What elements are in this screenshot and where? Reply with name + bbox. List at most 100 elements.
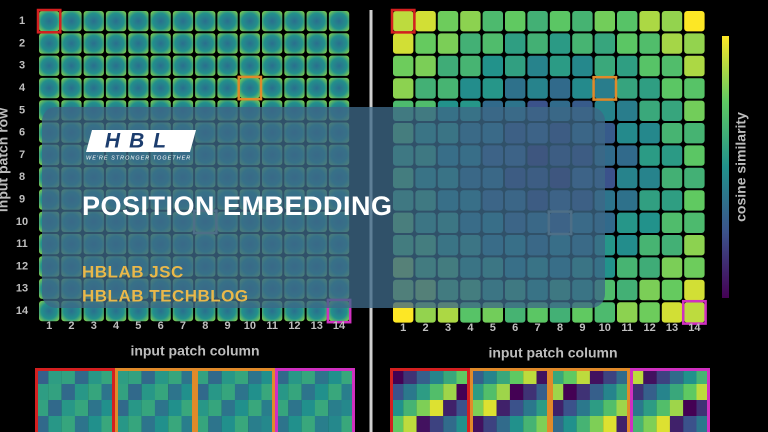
thumb-cell	[74, 368, 89, 385]
tile	[684, 235, 705, 256]
thumb-cell	[643, 400, 657, 417]
thumb-cell	[35, 384, 49, 401]
tile	[306, 33, 327, 54]
tile	[661, 212, 683, 233]
thumb-cell	[328, 400, 342, 417]
tile	[572, 78, 593, 99]
thumb-cell	[523, 384, 537, 401]
thumb-cell	[483, 368, 497, 385]
thumb-cell	[35, 400, 49, 417]
thumb-cell	[328, 368, 342, 385]
thumb-cell	[208, 384, 222, 401]
tile	[262, 11, 283, 32]
tile	[661, 167, 683, 189]
thumb-cell	[301, 416, 315, 432]
row-label: 13	[16, 283, 28, 295]
thumb-cell	[74, 400, 89, 417]
thumb-cell	[536, 400, 550, 417]
thumb-cell	[616, 384, 630, 401]
tile	[639, 302, 660, 323]
tile	[217, 55, 238, 76]
thumb-cell	[48, 368, 62, 385]
thumb-cell	[141, 400, 155, 417]
thumb-cell	[88, 368, 102, 385]
thumb-cell	[589, 400, 604, 417]
column-label: 7	[535, 322, 541, 334]
thumb-cell	[248, 368, 262, 385]
thumb-cell	[88, 384, 102, 401]
thumb-cell	[115, 400, 129, 417]
thumb-cell	[630, 400, 644, 417]
thumb-cell	[61, 384, 75, 401]
thumb-cell	[128, 416, 142, 432]
thumb-cell	[536, 384, 550, 401]
thumb-cell	[550, 368, 564, 385]
thumb-cell	[61, 400, 75, 417]
colorbar	[722, 36, 729, 298]
tile	[661, 100, 683, 121]
thumb-cell	[669, 368, 684, 385]
thumb-cell	[168, 416, 182, 432]
column-label: 4	[113, 320, 120, 332]
row-label: 1	[19, 15, 25, 27]
tile	[549, 33, 571, 54]
thumb-cell	[288, 384, 302, 401]
thumb-cell	[115, 368, 129, 385]
thumb-cell	[429, 384, 444, 401]
thumb-cell	[443, 368, 457, 385]
tile	[284, 77, 305, 99]
row-label: 6	[19, 127, 25, 139]
thumb-cell	[141, 416, 155, 432]
column-label: 3	[91, 320, 97, 332]
tile	[617, 55, 638, 77]
thumb-cell	[456, 384, 470, 401]
thumb-cell	[314, 384, 329, 401]
tile	[617, 123, 638, 144]
tile	[172, 33, 194, 54]
tile	[617, 190, 638, 211]
thumb-frame	[275, 368, 355, 432]
tile	[617, 212, 638, 233]
tile	[505, 55, 526, 77]
column-axis-label: input patch column	[488, 345, 617, 361]
tile	[684, 302, 705, 323]
tile	[684, 123, 705, 144]
tile	[527, 78, 548, 99]
tile	[639, 167, 660, 189]
tile	[527, 55, 548, 77]
thumb-cell	[483, 384, 497, 401]
column-label: 7	[180, 320, 186, 332]
tile	[39, 33, 60, 54]
row-label: 4	[19, 82, 26, 94]
thumb-cell	[181, 400, 195, 417]
tile	[639, 279, 660, 301]
thumb-cell	[496, 416, 510, 432]
thumb-frame	[550, 368, 630, 432]
tile	[505, 11, 526, 32]
thumb-cell	[683, 384, 697, 401]
thumb-cell	[429, 368, 444, 385]
thumb-cell	[683, 400, 697, 417]
thumb-cell	[576, 368, 590, 385]
thumb-cell	[509, 400, 524, 417]
thumb-cell	[301, 400, 315, 417]
tile	[128, 55, 149, 76]
tile	[549, 11, 571, 32]
tile	[684, 55, 705, 77]
thumb-cell	[696, 368, 710, 385]
row-label: 5	[19, 104, 25, 116]
tile	[572, 11, 593, 32]
thumb-cell	[456, 400, 470, 417]
tile	[527, 11, 548, 32]
thumb-cell	[48, 400, 62, 417]
tile	[505, 78, 526, 99]
thumb-cell	[288, 416, 302, 432]
tile	[393, 78, 414, 99]
thumb-frame	[390, 368, 470, 432]
thumb-cell	[88, 416, 102, 432]
thumb-cell	[221, 384, 235, 401]
tile	[639, 190, 660, 211]
thumb-cell	[115, 384, 129, 401]
thumb-cell	[234, 400, 249, 417]
